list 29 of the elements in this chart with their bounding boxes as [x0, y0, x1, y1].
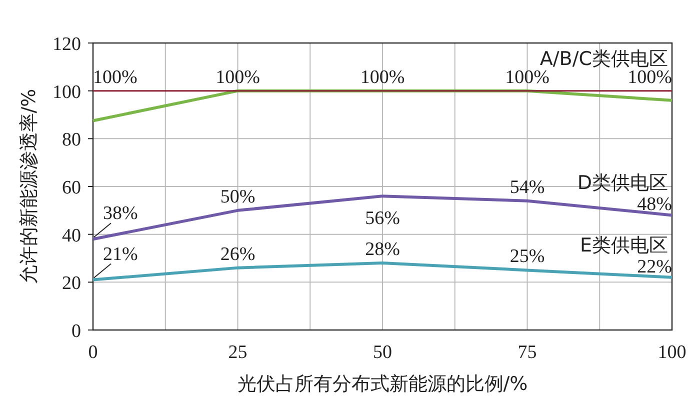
- data-label: 100%: [93, 66, 138, 88]
- data-label: 100%: [360, 66, 405, 88]
- y-tick-label: 0: [72, 321, 81, 342]
- data-label: 25%: [510, 246, 545, 268]
- x-tick-label: 100: [658, 342, 686, 363]
- y-tick-label: 60: [62, 178, 81, 198]
- data-label: 56%: [365, 208, 400, 230]
- x-tick-label: 50: [373, 342, 392, 363]
- data-label: 38%: [103, 203, 138, 224]
- y-tick-label: 40: [62, 225, 81, 246]
- data-label: 54%: [510, 176, 545, 198]
- x-tick-label: 75: [518, 342, 537, 363]
- y-axis-title: 允许的新能源渗透率/%: [18, 88, 40, 284]
- series-label: E类供电区: [580, 234, 668, 256]
- data-label: 22%: [637, 256, 672, 278]
- x-tick-label: 0: [88, 342, 98, 363]
- y-tick-label: 80: [62, 130, 81, 151]
- x-tick-label: 25: [228, 342, 248, 363]
- data-label: 50%: [220, 186, 256, 208]
- data-label: 28%: [365, 239, 400, 260]
- data-label: 48%: [637, 194, 672, 216]
- data-label: 21%: [103, 244, 138, 265]
- x-axis-title: 光伏占所有分布式新能源的比例/%: [237, 373, 528, 395]
- series-label: D类供电区: [577, 172, 668, 194]
- y-tick-label: 100: [52, 82, 81, 103]
- data-label: 100%: [216, 66, 260, 88]
- y-tick-label: 20: [62, 273, 81, 294]
- y-tick-label: 120: [52, 34, 81, 55]
- data-label: 26%: [220, 244, 256, 265]
